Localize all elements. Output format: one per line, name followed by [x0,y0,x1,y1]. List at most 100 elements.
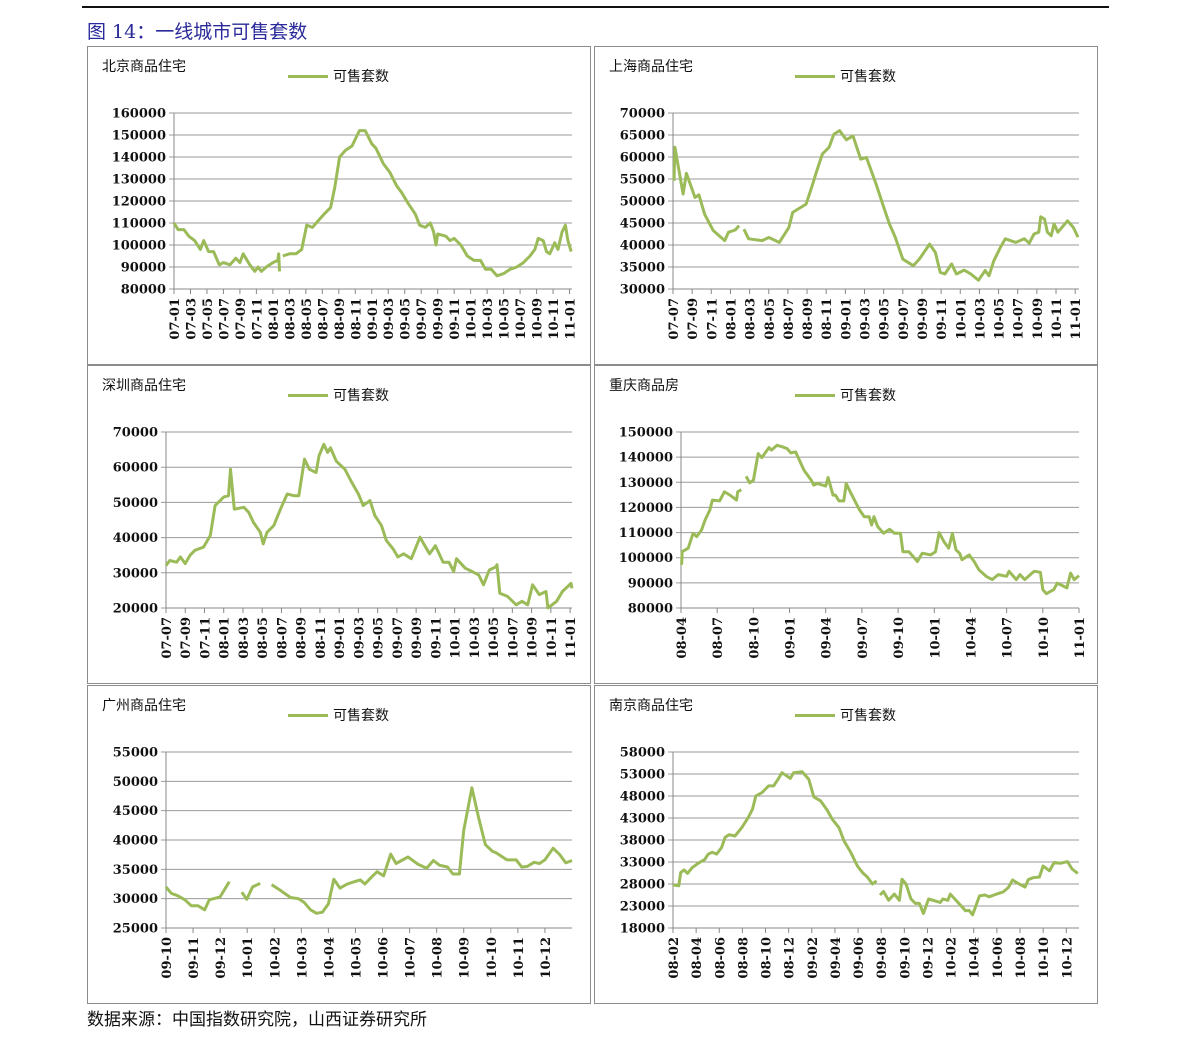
x-tick-label: 09-01 [366,298,381,340]
x-tick-label: 07-09 [179,617,194,659]
x-tick-label: 10-05 [487,617,502,659]
x-tick-label: 08-07 [782,298,797,340]
x-tick-label: 09-02 [806,937,821,979]
line-chart: 20000 30000 40000 50000 60000 70000 07-07 07-09… [113,426,579,659]
x-tick-label: 07-09 [234,298,249,340]
y-tick-label: 40000 [620,239,665,254]
x-tick-label: 10-06 [377,937,392,979]
y-tick-label: 140000 [619,451,673,466]
x-tick-label: 07-07 [667,298,682,340]
x-tick-label: 09-07 [856,617,871,659]
legend-label: 可售套数 [840,69,896,85]
series-line-可售套数 [672,770,1079,917]
legend-label: 可售套数 [333,388,389,404]
x-tick-label: 10-06 [991,937,1006,979]
x-tick-label: 08-07 [275,617,290,659]
x-tick-label: 08-01 [724,298,739,340]
x-tick-label: 09-12 [921,937,936,979]
series-line-可售套数 [164,442,574,610]
x-tick-label: 10-01 [241,937,256,979]
y-tick-label: 90000 [121,261,166,276]
x-tick-label: 09-08 [875,937,890,979]
legend-line-swatch [288,74,328,78]
chart-title: 深圳商品住宅 [102,378,186,394]
x-tick-label: 09-06 [852,937,867,979]
y-tick-label: 33000 [620,856,665,871]
x-tick-label: 10-05 [993,298,1008,340]
chart-title: 南京商品住宅 [609,698,693,714]
x-tick-label: 08-11 [349,298,364,340]
x-tick-label: 09-11 [448,298,463,340]
x-tick-label: 08-10 [747,617,762,659]
chart-title: 广州商品住宅 [102,698,186,714]
y-tick-label: 80000 [628,602,673,617]
x-tick-label: 09-11 [429,617,444,659]
x-tick-label: 07-11 [705,298,720,340]
x-tick-label: 10-02 [268,937,283,979]
y-tick-label: 30000 [620,283,665,298]
x-tick-label: 10-03 [295,937,310,979]
x-tick-label: 10-07 [404,937,419,979]
x-tick-label: 10-11 [1050,298,1065,340]
series-line-可售套数 [672,129,1080,282]
x-tick-label: 07-09 [686,298,701,340]
y-tick-label: 20000 [113,602,158,617]
x-tick-label: 10-05 [349,937,364,979]
legend-label: 可售套数 [333,708,389,724]
x-tick-label: 10-10 [485,937,500,979]
x-tick-label: 09-12 [214,937,229,979]
y-tick-label: 65000 [620,129,665,144]
x-tick-label: 11-01 [564,617,579,659]
y-tick-label: 48000 [620,790,665,805]
x-tick-label: 09-09 [916,298,931,340]
x-tick-label: 10-07 [514,298,529,340]
x-tick-label: 10-03 [481,298,496,340]
x-tick-label: 10-12 [1060,937,1075,979]
x-tick-label: 10-04 [322,937,337,979]
header-rule [82,6,1109,8]
x-tick-label: 08-03 [283,298,298,340]
y-tick-label: 150000 [619,426,673,441]
x-tick-label: 09-03 [382,298,397,340]
y-tick-label: 80000 [121,283,166,298]
x-tick-label: 07-03 [184,298,199,340]
y-tick-label: 100000 [112,239,166,254]
x-tick-label: 10-09 [526,617,541,659]
x-tick-label: 09-07 [415,298,430,340]
x-tick-label: 08-12 [783,937,798,979]
line-chart: 80000 90000 100000 110000 120000 130000 140000… [619,426,1088,659]
y-tick-label: 30000 [113,892,158,907]
x-tick-label: 09-05 [372,617,387,659]
legend-label: 可售套数 [840,388,896,404]
y-tick-label: 30000 [113,566,158,581]
x-tick-label: 10-08 [431,937,446,979]
chart-panel: 深圳商品住宅 可售套数 20000 30000 40000 50000 60000 70000… [87,365,591,684]
legend-line-swatch [795,74,835,78]
x-tick-label: 09-09 [432,298,447,340]
y-tick-label: 55000 [113,746,158,761]
x-tick-label: 10-10 [1037,937,1052,979]
x-tick-label: 08-09 [295,617,310,659]
chart-title: 重庆商品房 [609,378,679,394]
x-tick-label: 08-11 [820,298,835,340]
chart-legend: 可售套数 [288,705,389,725]
x-tick-label: 10-08 [1014,937,1029,979]
y-tick-label: 35000 [113,863,158,878]
y-tick-label: 50000 [113,496,158,511]
x-tick-label: 10-03 [973,298,988,340]
y-tick-label: 100000 [619,551,673,566]
y-tick-label: 160000 [112,107,166,122]
y-tick-label: 120000 [619,501,673,516]
x-tick-label: 10-07 [1001,617,1016,659]
y-tick-label: 70000 [113,426,158,441]
x-tick-label: 10-11 [545,617,560,659]
legend-line-swatch [795,393,835,397]
x-tick-label: 07-11 [250,298,265,340]
x-tick-label: 08-11 [314,617,329,659]
legend-line-swatch [288,393,328,397]
x-tick-label: 10-01 [954,298,969,340]
chart-title: 北京商品住宅 [102,59,186,75]
x-tick-label: 10-12 [539,937,554,979]
y-tick-label: 60000 [620,151,665,166]
line-chart: 18000 23000 28000 33000 38000 43000 48000 53000… [620,746,1079,979]
